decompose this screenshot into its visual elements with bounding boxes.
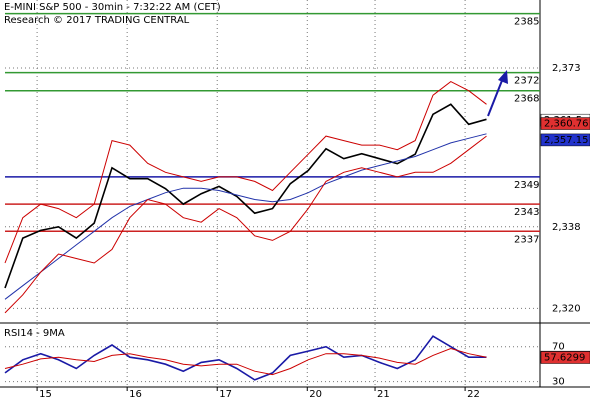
level-label: 2349 xyxy=(514,180,539,191)
price-tag xyxy=(540,133,590,147)
level-label: 2337 xyxy=(514,234,539,245)
price-tag-label: 2,357.15 xyxy=(544,135,589,146)
price-tag xyxy=(540,117,590,130)
series-line xyxy=(4,133,487,300)
y-tick-label: 2,373 xyxy=(552,63,581,74)
level-label: 2385 xyxy=(514,17,539,28)
chart-title: E-MINI S&P 500 - 30min - 7:32:22 AM (CET… xyxy=(4,2,221,13)
level-label: 2372 xyxy=(514,76,539,87)
y-tick-label: 30 xyxy=(552,377,565,388)
x-tick-label: 21 xyxy=(377,389,390,400)
price-tag-label: 2,360.76 xyxy=(544,119,589,130)
series-line xyxy=(4,81,487,264)
plot: 2,373 2,338 2,320 2385 2372 2368 2349 2343 2337 2… xyxy=(4,0,590,400)
forecast-arrow xyxy=(487,77,504,117)
forecast-arrowhead xyxy=(498,70,508,84)
x-tick-label: 20 xyxy=(309,389,322,400)
price-tag-label: 57.6299 xyxy=(544,353,585,364)
level-label: 2343 xyxy=(514,207,539,218)
series-line xyxy=(4,335,487,381)
series-line xyxy=(4,135,487,314)
rsi-title: RSI14 - 9MA xyxy=(4,328,65,339)
y-tick-label: 70 xyxy=(552,342,565,353)
x-tick-label: 16 xyxy=(129,389,142,400)
x-tick-label: 22 xyxy=(467,389,480,400)
y-tick-label: 2,320 xyxy=(552,303,581,314)
x-tick-label: 15 xyxy=(39,389,52,400)
y-tick-label: 2,338 xyxy=(552,222,581,233)
x-tick-label: 17 xyxy=(219,389,232,400)
price-tag xyxy=(540,351,590,364)
level-label: 2368 xyxy=(514,94,539,105)
chart-subtitle: Research © 2017 TRADING CENTRAL xyxy=(4,15,190,26)
series-line xyxy=(4,347,487,376)
